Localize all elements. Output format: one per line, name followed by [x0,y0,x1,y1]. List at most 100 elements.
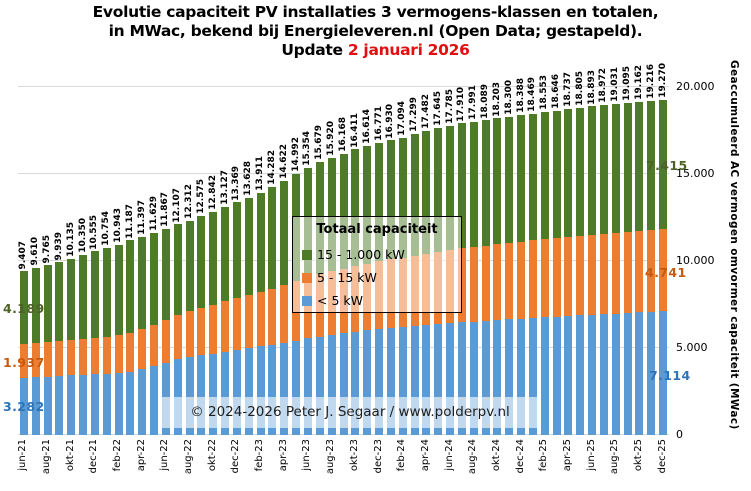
callout-last-orange: 4.741 [645,265,687,280]
bar-segment-5to15kw [611,232,620,314]
bar-segment-5to15kw [185,311,194,358]
bar-segment-15to1000kw [659,99,668,229]
chart-title-line3: Update 2 januari 2026 [0,41,751,60]
bar-segment-15to1000kw [114,244,123,336]
x-axis-tick-label: okt-22 [206,439,218,472]
bar-segment-15to1000kw [256,192,265,292]
bar-segment-15to1000kw [268,186,277,289]
x-axis-tick-label: dec-22 [230,439,242,474]
bar-total-label: 14.622 [278,143,289,179]
bar-segment-lt5kw [126,371,135,435]
bar-segment-lt5kw [292,340,301,435]
x-axis-tick-label: apr-24 [419,439,431,472]
bar-segment-15to1000kw [469,121,478,248]
bar-segment-15to1000kw [422,130,431,254]
bar-segment-lt5kw [79,374,88,435]
bar-segment-lt5kw [540,317,549,435]
x-axis-tick-label: dec-23 [372,439,384,474]
bar-segment-lt5kw [457,322,466,435]
legend-item-label: < 5 kW [317,293,363,308]
x-axis-tick-label: dec-21 [88,439,100,474]
x-axis-tick-label: dec-25 [656,439,668,474]
bar-segment-15to1000kw [481,120,490,246]
gridline [18,86,669,87]
bar-segment-15to1000kw [280,180,289,286]
bar-total-label: 15.920 [326,121,337,156]
bar-segment-lt5kw [90,374,99,435]
bar-segment-5to15kw [268,288,277,345]
bar-segment-lt5kw [635,312,644,435]
bar-total-label: 17.645 [432,91,443,126]
bar-total-label: 18.805 [574,71,585,106]
x-axis-tick-label: feb-23 [254,439,266,472]
y-axis-tick-label: 10.000 [676,254,715,267]
bar-segment-15to1000kw [635,101,644,231]
bar-total-label: 12.842 [207,174,218,210]
bar-segment-lt5kw [481,320,490,435]
bar-segment-lt5kw [351,331,360,435]
bar-segment-5to15kw [623,231,632,314]
bar-segment-15to1000kw [457,123,466,249]
bar-total-label: 13.911 [255,156,266,191]
bar-segment-5to15kw [232,297,241,351]
bar-segment-5to15kw [635,230,644,313]
y-axis-tick-label: 0 [676,428,683,441]
bar-total-label: 14.992 [290,137,301,173]
bar-segment-5to15kw [576,235,585,316]
bar-segment-lt5kw [528,318,537,435]
bar-segment-15to1000kw [232,202,241,298]
bar-segment-5to15kw [469,247,478,322]
bar-segment-15to1000kw [221,206,230,302]
bar-total-label: 11.629 [148,195,159,231]
update-label: Update [281,41,348,59]
bar-segment-15to1000kw [55,262,64,342]
bar-total-label: 10.555 [89,214,100,250]
bar-segment-15to1000kw [102,247,111,337]
bar-segment-lt5kw [102,373,111,435]
bar-segment-lt5kw [232,350,241,435]
legend-item-label: 5 - 15 kW [317,270,377,285]
x-axis-tick-label: aug-25 [609,439,621,475]
bar-segment-5to15kw [102,336,111,374]
callout-last-green: 7.415 [646,158,688,173]
bar-segment-15to1000kw [19,271,28,345]
bar-segment-lt5kw [209,353,218,435]
bar-segment-lt5kw [315,336,324,435]
x-axis-tick-label: aug-24 [467,439,479,475]
x-axis-tick-label: apr-23 [277,439,289,472]
bar-segment-5to15kw [256,291,265,347]
callout-first-orange: 1.937 [3,355,45,370]
bar-total-label: 18.300 [503,79,514,115]
bar-total-label: 16.168 [338,116,348,152]
bar-total-label: 18.553 [539,75,550,111]
bar-segment-lt5kw [386,328,395,435]
bar-segment-15to1000kw [493,118,502,245]
bar-segment-5to15kw [197,307,206,356]
x-axis-tick-label: jun-23 [301,439,313,471]
x-axis-tick-label: apr-25 [561,439,573,472]
bar-total-label: 10.943 [113,207,124,243]
bar-segment-5to15kw [505,243,514,320]
bar-segment-5to15kw [90,337,99,375]
bar-total-label: 13.628 [243,161,254,196]
x-axis-tick-label: jun-25 [585,439,597,471]
bar-segment-15to1000kw [138,236,147,330]
x-axis-tick-label: aug-23 [325,439,337,475]
x-axis-tick-label: aug-21 [41,439,53,475]
chart-title-line2: in MWac, bekend bij Energieleveren.nl (O… [108,22,643,40]
bar-total-label: 11.867 [160,191,171,227]
bar-segment-15to1000kw [552,110,561,239]
x-axis-tick-label: okt-21 [64,439,76,472]
bar-total-label: 19.031 [610,67,621,102]
chart-title: Evolutie capaciteit PV installaties 3 ve… [0,3,751,60]
bar-segment-15to1000kw [398,137,407,258]
bar-total-label: 18.388 [515,78,526,114]
bar-segment-lt5kw [493,320,502,435]
bar-segment-5to15kw [588,234,597,315]
y-axis-title: Geaccumuleerd AC vermogen omvormer capac… [728,60,740,430]
x-axis-tick-label: okt-24 [490,439,502,472]
bar-segment-5to15kw [126,332,135,372]
bar-segment-15to1000kw [90,251,99,338]
blue-swatch-icon [302,295,312,306]
bar-segment-5to15kw [150,324,159,367]
